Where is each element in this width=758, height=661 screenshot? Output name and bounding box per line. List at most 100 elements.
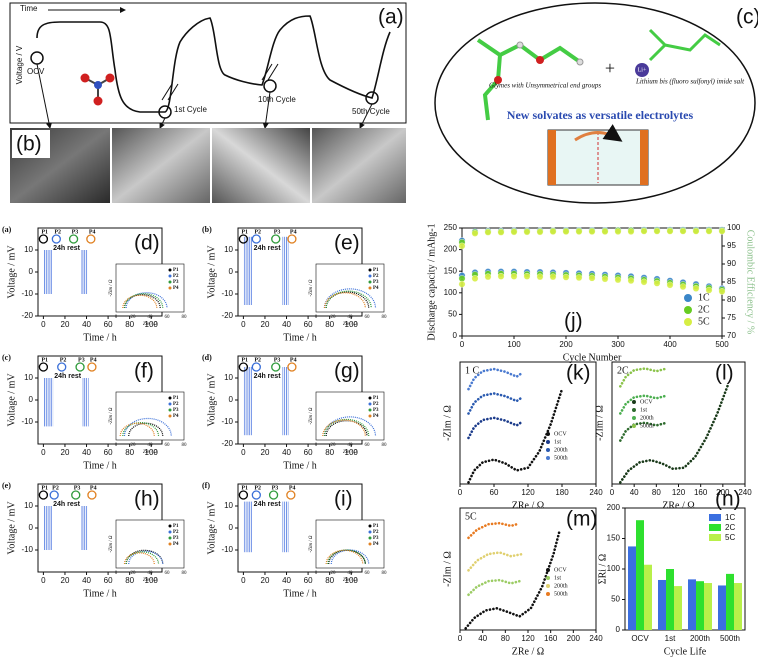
data-point — [666, 281, 674, 289]
legend-swatch — [168, 414, 172, 418]
y2-tick-label: 80 — [727, 295, 736, 304]
data-point — [458, 242, 466, 250]
impedance-arc — [325, 549, 364, 565]
label-box — [12, 130, 50, 158]
impedance-arc — [123, 294, 161, 309]
legend-label: 200th — [640, 415, 654, 421]
point-marker — [68, 234, 79, 244]
legend-label: P1 — [373, 396, 379, 401]
rate-label: 1 C — [465, 365, 480, 376]
x-axis-label: Time / h — [283, 460, 317, 471]
inset-x-label: Zre / Ω — [343, 450, 358, 455]
point-marker-label: P2 — [254, 357, 261, 363]
data-point — [536, 273, 544, 281]
legend-label: P1 — [173, 524, 179, 529]
x-tick-label: 40 — [478, 634, 487, 643]
inset-tick-label: 40 — [148, 443, 154, 448]
legend-label: 500th — [640, 423, 654, 429]
bar — [628, 546, 636, 630]
legend-swatch — [368, 524, 372, 528]
point-marker — [238, 234, 249, 244]
bar — [674, 586, 682, 630]
y-tick-label: 0 — [229, 523, 234, 532]
x-tick-label: 80 — [652, 488, 661, 497]
legend-label: 200th — [554, 583, 568, 589]
legend-swatch — [368, 396, 372, 400]
legend-swatch — [368, 542, 372, 546]
data-point — [627, 277, 635, 285]
data-point — [718, 288, 726, 295]
legend-label: OCV — [554, 431, 567, 437]
impedance-arc — [323, 292, 366, 309]
data-point — [679, 283, 687, 291]
point-marker — [51, 234, 61, 244]
x-tick-label: 20 — [261, 576, 270, 585]
li-label: Li+ — [638, 67, 647, 73]
rest-label: 24h rest — [54, 373, 82, 380]
salt-text: Lithium bis (fluoro sulfonyl) imide salt — [635, 78, 745, 86]
x-tick-label: 40 — [82, 576, 91, 585]
legend-swatch — [168, 408, 172, 412]
schematic: Time Voltage / V OCV 1st Cycle 10th Cycl… — [9, 2, 407, 129]
x-tick-label: 400 — [663, 340, 677, 349]
x-axis-label: ZRe / Ω — [512, 500, 544, 511]
x-tick-label: 240 — [589, 634, 603, 643]
rest-label: 24h rest — [254, 501, 282, 508]
panel-label: (j) — [564, 310, 583, 333]
bar — [636, 520, 644, 630]
x-tick-label: 100 — [145, 320, 159, 329]
x-tick-label: 100 — [507, 340, 521, 349]
point-marker — [87, 490, 97, 500]
y-tick-label: -10 — [221, 545, 233, 554]
time-label: Time — [20, 4, 38, 13]
sem-image — [312, 128, 406, 203]
legend-label: P3 — [173, 408, 179, 413]
voltage-curve — [36, 15, 391, 113]
corner-label: (e) — [2, 481, 11, 490]
y-tick-label: 10 — [24, 245, 33, 254]
panel-label: (a) — [378, 6, 404, 29]
cycling-block — [282, 501, 289, 553]
x-tick-label: 200 — [716, 488, 730, 497]
impedance-curve — [467, 392, 524, 415]
legend-label: P2 — [173, 274, 179, 279]
legend-label: 1st — [640, 407, 647, 413]
inset-tick-label: 60 — [165, 443, 171, 448]
rest-label: 24h rest — [254, 245, 282, 252]
panel-label: (b) — [16, 133, 42, 156]
point-marker — [251, 490, 261, 500]
legend-label: P3 — [373, 280, 379, 285]
legend-label: P1 — [373, 524, 379, 529]
point-marker-label: P3 — [78, 357, 85, 363]
x-tick-label: 20 — [61, 448, 70, 457]
panel-label: (l) — [715, 362, 734, 385]
y-tick-label: -20 — [21, 311, 33, 320]
legend-swatch — [546, 440, 550, 444]
bar — [696, 581, 704, 630]
point-marker — [38, 234, 49, 244]
legend-label: 5C — [725, 533, 735, 542]
data-point — [471, 229, 479, 237]
data-point — [536, 228, 544, 236]
legend-swatch — [546, 448, 550, 452]
legend-label: OCV — [554, 567, 567, 573]
y-tick-label: 0 — [229, 395, 234, 404]
data-point — [601, 275, 609, 283]
y-tick-label: 250 — [444, 223, 458, 232]
y-axis-label: -ZIm / Ω — [442, 405, 453, 441]
legend-swatch — [168, 268, 172, 272]
legend-label: P1 — [373, 268, 379, 273]
legend-label: 500th — [554, 591, 568, 597]
x-axis-label: ZRe / Ω — [512, 646, 544, 657]
data-point — [614, 228, 622, 236]
sem-image — [212, 128, 310, 203]
legend-swatch — [368, 280, 372, 284]
legend-swatch — [368, 286, 372, 290]
data-point — [614, 276, 622, 284]
inset-tick-label: 20 — [131, 443, 137, 448]
inset-tick-label: 20 — [131, 315, 137, 320]
inset-tick-label: 40 — [348, 443, 354, 448]
data-point — [653, 279, 661, 287]
impedance-curve — [467, 521, 518, 540]
inset-tick-label: 40 — [148, 571, 154, 576]
